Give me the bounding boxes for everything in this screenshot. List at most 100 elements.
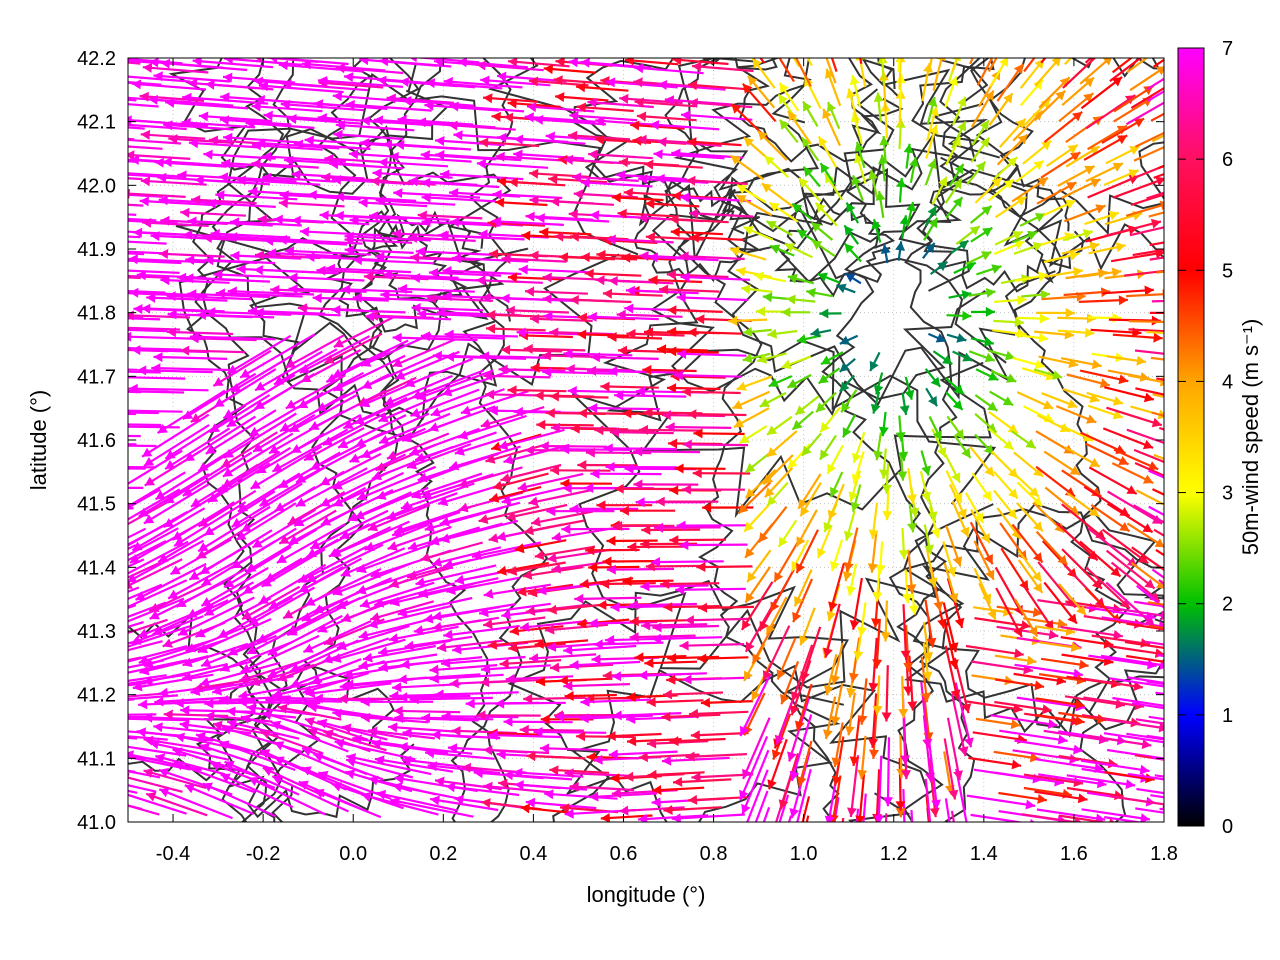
wind-vector-head [223,409,234,419]
wind-vector-head [368,618,379,629]
wind-vector-head [249,616,260,625]
wind-vector [151,366,230,372]
x-tick-label: -0.2 [246,843,280,865]
wind-vector [1084,58,1093,64]
wind-vector-head [227,718,238,729]
wind-vector-head [563,154,574,165]
wind-vector-head [852,452,862,463]
wind-vector-head [184,273,194,284]
wind-vector-head [822,108,832,120]
wind-vector-head [622,576,632,587]
wind-vector-head [698,602,708,613]
wind-vector [533,118,607,126]
wind-vector-head [155,490,166,500]
wind-vector-head [217,483,229,493]
wind-vector [1130,193,1164,207]
wind-vector [213,368,277,408]
wind-vector [345,758,414,779]
wind-vector-head [143,457,155,466]
wind-vector-head [269,444,280,454]
wind-vector [855,808,860,822]
wind-vector-head [187,289,197,300]
wind-vector-head [844,562,854,572]
wind-vector-head [388,633,399,644]
wind-vector-head [228,646,239,656]
wind-vector-head [781,35,790,45]
wind-vector [1145,640,1164,646]
wind-vector-head [679,540,689,551]
wind-vector [1083,677,1144,689]
wind-vector-head [344,231,354,242]
wind-vector-head [358,630,369,640]
wind-vector-head [868,682,879,693]
wind-vector [128,466,157,469]
wind-vector-head [1139,764,1150,775]
wind-vector-head [146,292,156,303]
wind-vector [252,413,316,453]
wind-vector-head [607,332,617,342]
wind-vector-head [1167,570,1177,579]
wind-vector-head [823,685,834,696]
wind-vector-head [796,562,805,574]
wind-vector [778,58,795,83]
wind-vector-head [676,292,686,303]
wind-vector [128,75,191,83]
wind-vector [374,757,454,773]
wind-vector-head [529,250,539,261]
wind-vector-head [985,569,995,580]
wind-vector-head [562,483,572,494]
wind-vector-head [129,155,140,165]
wind-vector-head [59,463,68,473]
wind-vector-head [365,311,375,322]
wind-vector-head [449,678,459,689]
wind-vector [589,792,658,799]
wind-vector-head [332,708,342,719]
wind-vector-head [953,770,963,781]
wind-vector-head [285,358,296,368]
wind-vector [588,406,660,411]
wind-vector [128,118,209,127]
wind-vector [432,603,517,619]
wind-vector [1064,58,1073,66]
wind-vector [549,395,609,399]
wind-vector [128,645,188,663]
wind-vector-head [1042,400,1054,410]
wind-vector-head [360,115,371,126]
wind-vector-head [361,791,372,802]
wind-vector-head [625,285,635,296]
wind-vector-head [417,210,427,221]
wind-vector-head [399,77,409,87]
wind-vector-head [430,795,440,806]
wind-vector-head [360,696,370,707]
wind-vector-head [624,771,634,782]
wind-vector [1124,640,1164,649]
wind-vector-head [781,307,791,318]
wind-vector-head [605,461,615,472]
wind-vector-head [798,498,808,509]
wind-vector [128,137,135,141]
wind-vector [944,645,959,700]
wind-vector-head [641,525,651,535]
wind-vector-head [424,100,434,111]
wind-vector [1130,86,1164,109]
wind-vector [139,199,214,207]
wind-vector-head [1038,271,1048,282]
wind-vector-head [340,530,351,540]
wind-vector [684,617,749,622]
wind-vector-head [549,391,559,402]
wind-vector [606,732,662,738]
wind-vector-head [411,273,421,283]
wind-vector [1103,732,1164,744]
wind-vector-head [367,522,379,532]
wind-vector-head [872,705,883,715]
wind-vector-head [638,670,648,681]
wind-vector [443,548,521,568]
wind-vector [1146,191,1164,200]
wind-vector [128,328,168,333]
wind-vector-head [754,271,765,282]
wind-vector-head [386,93,396,104]
wind-vector-head [332,174,342,185]
wind-vector-head [1103,638,1114,649]
wind-vector-head [792,611,802,623]
wind-vector-head [320,476,331,486]
